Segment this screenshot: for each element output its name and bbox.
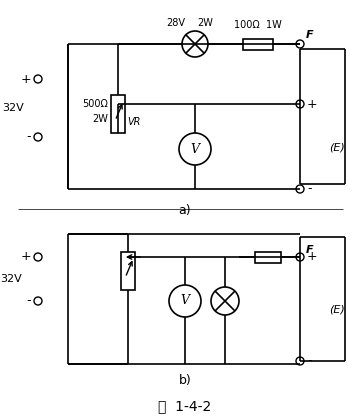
Text: -: - — [26, 295, 31, 308]
Text: (E): (E) — [329, 304, 345, 314]
Text: V: V — [180, 295, 190, 308]
Circle shape — [296, 185, 304, 193]
Circle shape — [211, 287, 239, 315]
Text: 28V: 28V — [166, 18, 185, 28]
Text: 32V: 32V — [2, 103, 24, 113]
Text: -: - — [26, 130, 31, 143]
Text: -: - — [307, 354, 312, 367]
Circle shape — [296, 253, 304, 261]
Text: +: + — [307, 251, 318, 264]
Text: 500Ω: 500Ω — [82, 99, 108, 109]
Circle shape — [296, 357, 304, 365]
Circle shape — [296, 100, 304, 108]
Text: +: + — [20, 251, 31, 264]
Circle shape — [34, 75, 42, 83]
Text: F: F — [306, 30, 314, 40]
Bar — [243, 39, 273, 49]
Circle shape — [34, 133, 42, 141]
Circle shape — [296, 40, 304, 48]
Text: b): b) — [179, 374, 191, 387]
Circle shape — [182, 31, 208, 57]
Text: (E): (E) — [329, 142, 345, 152]
Circle shape — [169, 285, 201, 317]
Bar — [111, 95, 125, 133]
Text: 2W: 2W — [197, 18, 213, 28]
Text: 100Ω  1W: 100Ω 1W — [234, 20, 282, 30]
Bar — [255, 251, 281, 262]
Text: 图  1-4-2: 图 1-4-2 — [158, 399, 212, 413]
Text: +: + — [307, 98, 318, 111]
Bar — [121, 252, 135, 290]
Text: +: + — [20, 72, 31, 85]
Text: -: - — [307, 183, 312, 196]
Text: VR: VR — [127, 117, 140, 127]
Text: 2W: 2W — [92, 114, 108, 124]
Circle shape — [179, 133, 211, 165]
Text: F: F — [306, 245, 314, 255]
Text: a): a) — [179, 204, 191, 217]
Text: V: V — [191, 142, 200, 155]
Text: 32V: 32V — [0, 274, 22, 284]
Circle shape — [34, 297, 42, 305]
Circle shape — [34, 253, 42, 261]
